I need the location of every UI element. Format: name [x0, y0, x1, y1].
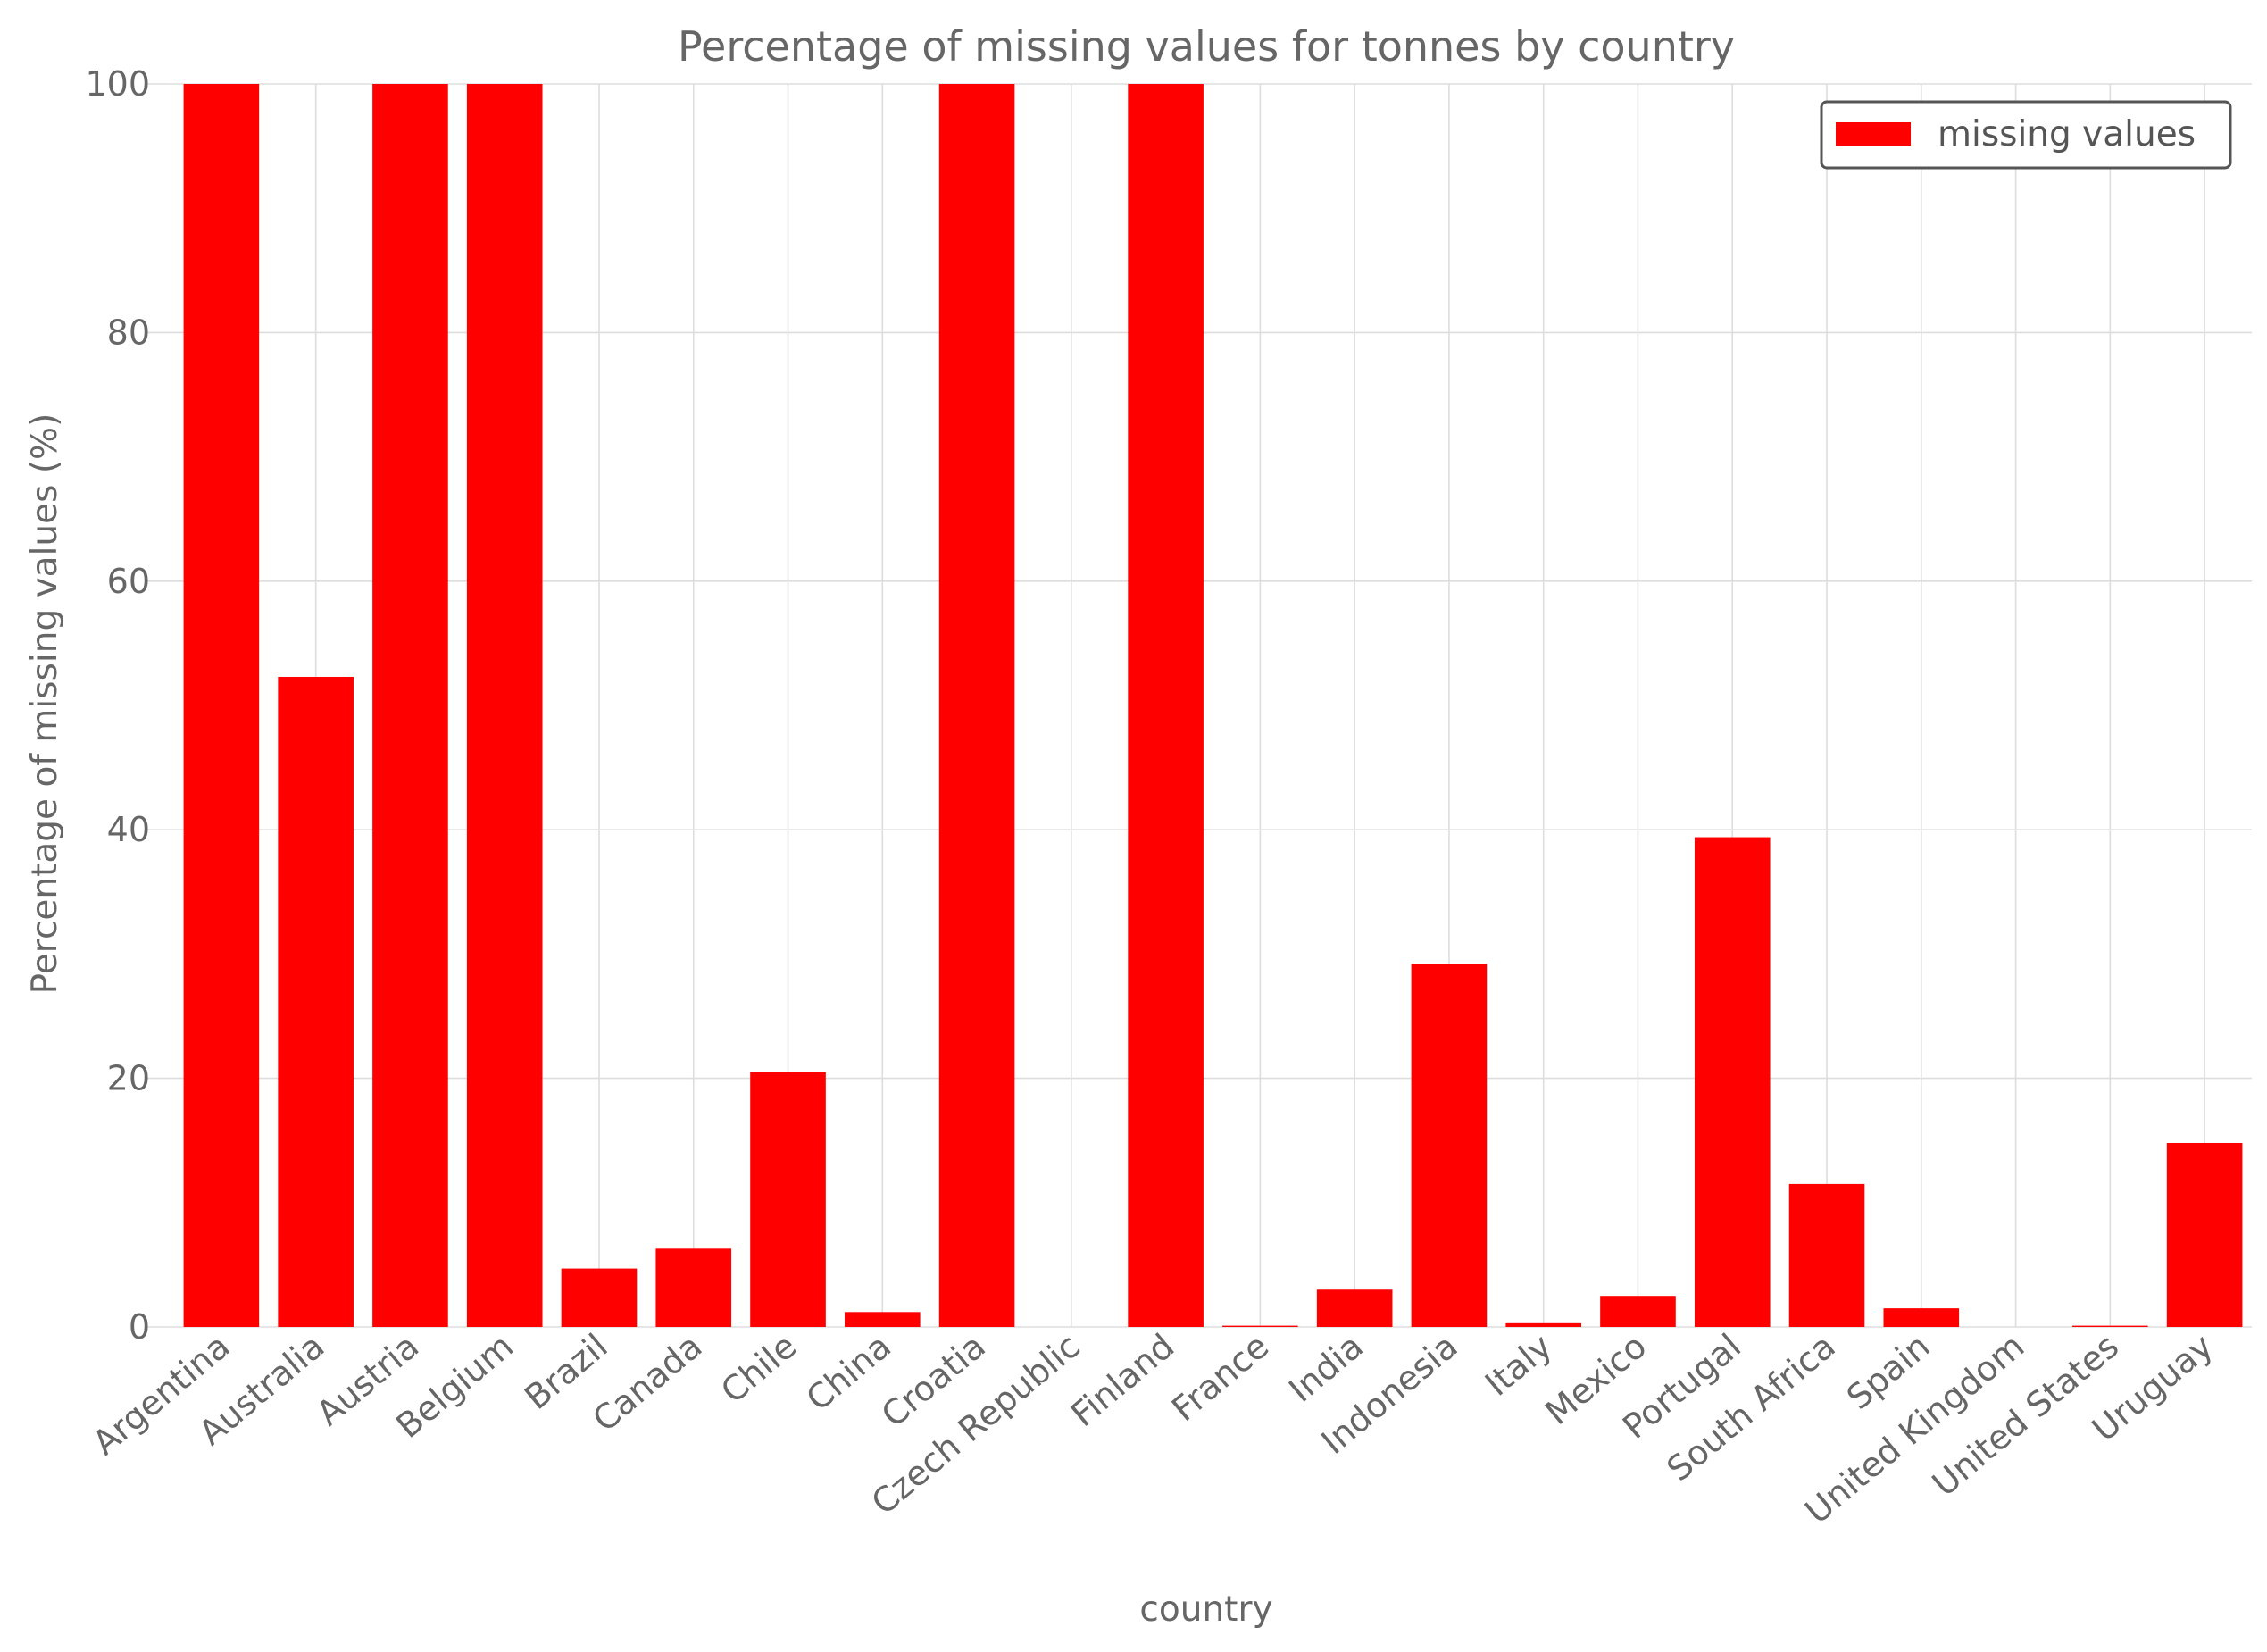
- bar-brazil: [561, 1268, 638, 1327]
- bar-italy: [1505, 1322, 1582, 1327]
- y-tick-label: 100: [85, 64, 150, 104]
- x-tick-label: Chile: [713, 1326, 804, 1411]
- bar-canada: [655, 1248, 732, 1327]
- bar-australia: [278, 676, 354, 1327]
- bar-portugal: [1694, 837, 1771, 1327]
- x-tick-label: Italy: [1478, 1326, 1559, 1404]
- bar-india: [1316, 1289, 1393, 1327]
- bar-united-states: [2072, 1325, 2148, 1327]
- bar-mexico: [1600, 1296, 1676, 1327]
- y-axis-label: Percentage of missing values (%): [25, 413, 65, 995]
- legend-swatch: [1836, 122, 1911, 146]
- y-tick-label: 20: [107, 1059, 150, 1098]
- x-tick-label: Finland: [1063, 1326, 1181, 1434]
- bar-france: [1222, 1325, 1298, 1327]
- y-tick-label: 80: [107, 313, 150, 352]
- bar-indonesia: [1411, 964, 1488, 1327]
- bar-austria: [372, 84, 448, 1327]
- bar-south-africa: [1788, 1183, 1865, 1327]
- bar-finland: [1128, 84, 1204, 1327]
- bar-spain: [1883, 1308, 1960, 1327]
- x-tick-label: France: [1164, 1326, 1276, 1429]
- legend-label: missing values: [1938, 114, 2196, 154]
- legend-frame: [1820, 100, 2232, 170]
- y-tick-label: 40: [107, 810, 150, 849]
- bar-chile: [750, 1072, 826, 1327]
- y-tick-label: 0: [129, 1307, 150, 1347]
- y-axis-ticks: 0 20 40 60 80 100: [85, 64, 150, 1347]
- bar-argentina: [183, 84, 260, 1327]
- bars: [183, 84, 2243, 1327]
- bar-china: [844, 1312, 921, 1327]
- y-tick-label: 60: [107, 562, 150, 601]
- legend: missing values: [1820, 100, 2232, 170]
- x-axis-label: country: [1139, 1589, 1272, 1630]
- bar-belgium: [466, 84, 543, 1327]
- bar-croatia: [938, 84, 1015, 1327]
- bar-uruguay: [2166, 1142, 2243, 1327]
- x-axis-ticks: ArgentinaAustraliaAustriaBelgiumBrazilCa…: [85, 1326, 2221, 1531]
- chart-title: Percentage of missing values for tonnes …: [678, 22, 1735, 71]
